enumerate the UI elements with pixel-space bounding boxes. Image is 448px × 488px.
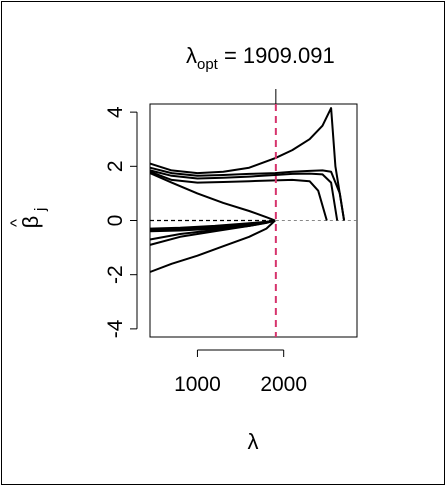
coefficient-path-1 xyxy=(149,107,346,221)
title-subscript: opt xyxy=(197,56,219,73)
title-symbol: λ xyxy=(186,43,197,68)
coefficient-path-11 xyxy=(149,219,276,273)
y-tick-label-2: 2 xyxy=(104,160,127,172)
y-label-subscript: j xyxy=(32,208,49,212)
series-group xyxy=(149,104,357,337)
y-tick-label-4: 4 xyxy=(104,106,127,118)
coefficient-path-3 xyxy=(149,169,339,221)
y-label-hat: ^ xyxy=(7,219,26,227)
coefficient-path-10 xyxy=(149,219,276,246)
title-rest: = 1909.091 xyxy=(218,43,335,68)
y-axis-label: β ^ j xyxy=(7,208,49,229)
x-tick-label-2000: 2000 xyxy=(260,373,307,396)
x-tick-label-1000: 1000 xyxy=(174,373,221,396)
chart-title: λopt = 1909.091 xyxy=(186,43,335,73)
y-tick-label-0: 0 xyxy=(104,215,127,227)
y-tick-label--4: -4 xyxy=(104,319,127,338)
y-label-base: β xyxy=(18,216,43,229)
coefficient-path-5 xyxy=(149,172,276,222)
axes-group: 1000 2000 -4 -2 0 2 4 xyxy=(104,89,307,396)
y-tick-label--2: -2 xyxy=(104,265,127,284)
x-axis-label: λ xyxy=(248,429,259,454)
coefficient-path-2 xyxy=(149,166,346,221)
coefficient-path-4 xyxy=(149,170,328,221)
